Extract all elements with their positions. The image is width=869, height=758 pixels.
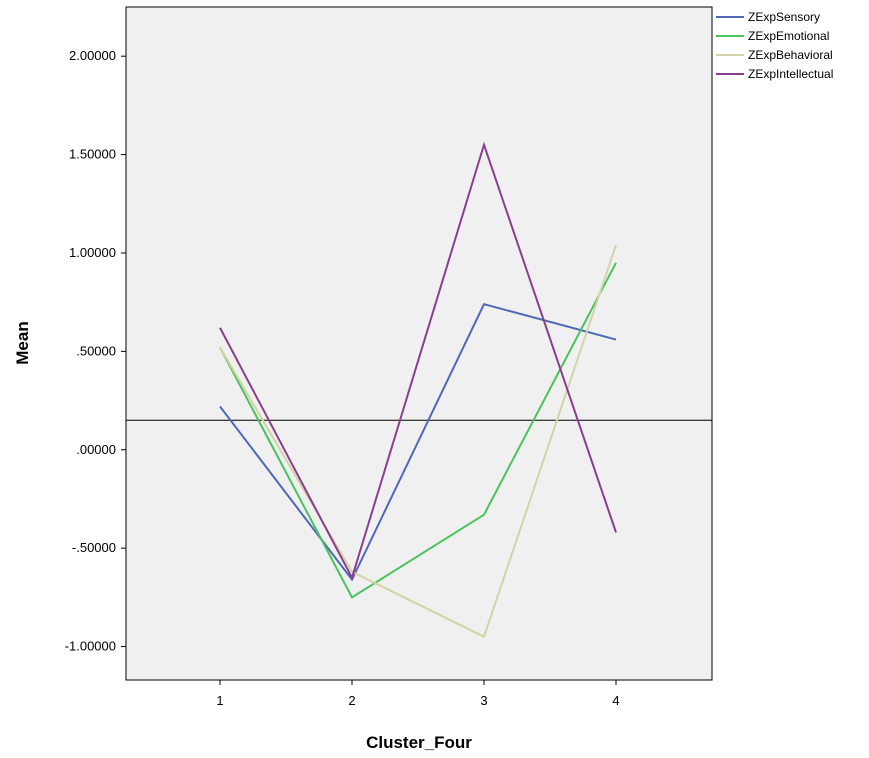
y-tick-label: .00000 bbox=[76, 442, 116, 457]
x-axis-title: Cluster_Four bbox=[366, 733, 472, 752]
series-line-zexpbehavioral bbox=[219, 244, 617, 639]
y-tick-label: -.50000 bbox=[72, 540, 116, 555]
y-tick-label: 1.00000 bbox=[69, 245, 116, 260]
y-axis-title: Mean bbox=[13, 321, 32, 364]
series-lines bbox=[219, 141, 617, 639]
series-line-zexpemotional bbox=[219, 262, 617, 599]
plot-area bbox=[125, 6, 713, 681]
x-axis: 1 2 3 4 bbox=[216, 680, 620, 708]
x-tick-label: 4 bbox=[612, 693, 619, 708]
legend: ZExpSensory ZExpEmotional ZExpBehavioral ZE… bbox=[716, 10, 833, 81]
legend-label-zexpsensory: ZExpSensory bbox=[748, 10, 820, 24]
legend-label-zexpbehavioral: ZExpBehavioral bbox=[748, 48, 833, 62]
x-tick-label: 1 bbox=[216, 693, 223, 708]
y-tick-label: .50000 bbox=[76, 343, 116, 358]
legend-label-zexpemotional: ZExpEmotional bbox=[748, 29, 829, 43]
series-line-zexpintellectual bbox=[219, 141, 617, 581]
y-tick-label: 1.50000 bbox=[69, 147, 116, 162]
y-tick-label: -1.00000 bbox=[65, 639, 116, 654]
legend-label-zexpintellectual: ZExpIntellectual bbox=[748, 67, 833, 81]
series-line-zexpsensory bbox=[219, 302, 617, 582]
y-tick-label: 2.00000 bbox=[69, 48, 116, 63]
x-tick-label: 2 bbox=[348, 693, 355, 708]
y-axis: 2.00000 1.50000 1.00000 .50000 .00000 -.50000… bbox=[65, 48, 126, 654]
x-tick-label: 3 bbox=[480, 693, 487, 708]
